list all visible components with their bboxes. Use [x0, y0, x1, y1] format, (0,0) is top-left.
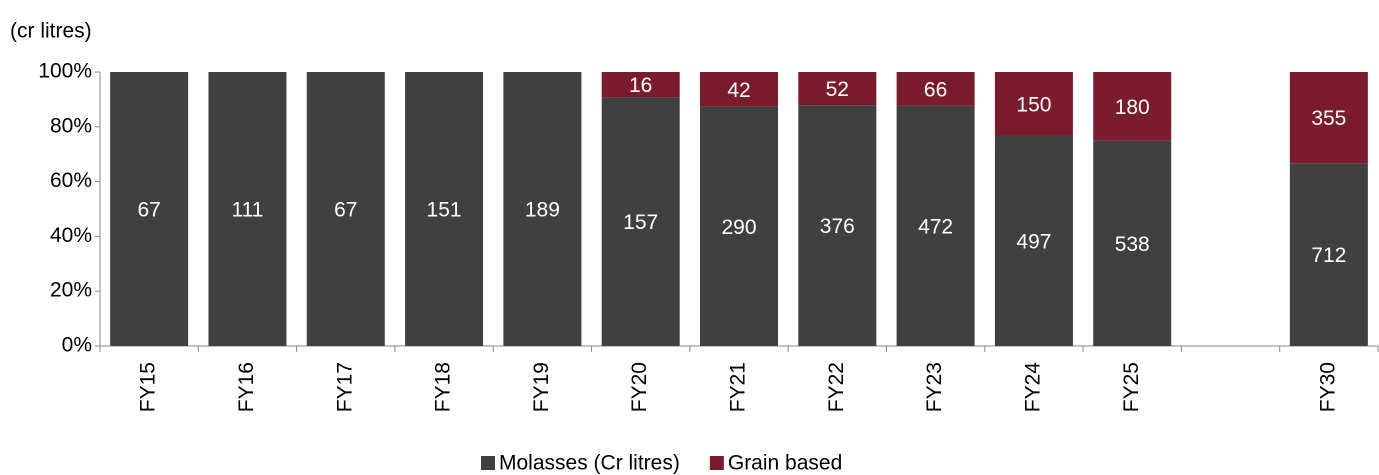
- bar-segment: [208, 72, 287, 346]
- data-label: 157: [623, 211, 658, 234]
- x-tick-label: FY16: [235, 362, 258, 412]
- bar-segment: [1093, 72, 1172, 141]
- x-tick-label: FY30: [1316, 362, 1339, 412]
- bar-segment: [994, 135, 1073, 346]
- data-label: 355: [1311, 107, 1346, 130]
- bar-segment: [798, 105, 877, 346]
- data-label: 42: [727, 79, 750, 102]
- axis-label: (cr litres): [10, 20, 92, 43]
- legend-swatch: [709, 456, 724, 470]
- data-label: 497: [1016, 230, 1051, 253]
- bar-segment: [1289, 72, 1368, 164]
- legend-label: Grain based: [728, 452, 842, 475]
- legend-label: Molasses (Cr litres): [499, 452, 680, 475]
- data-label: 376: [820, 215, 855, 238]
- y-tick-label: 60%: [50, 169, 92, 192]
- y-tick-label: 100%: [38, 60, 92, 83]
- x-tick-label: FY15: [137, 362, 160, 412]
- data-label: 16: [629, 74, 652, 97]
- x-tick-label: FY17: [333, 362, 356, 412]
- data-label: 180: [1115, 96, 1150, 119]
- x-tick-label: FY21: [727, 362, 750, 412]
- x-tick-label: FY22: [825, 362, 848, 412]
- data-label: 52: [826, 78, 849, 101]
- x-tick-label: FY24: [1021, 362, 1044, 413]
- y-tick-label: 0%: [62, 334, 92, 357]
- bar-segment: [1093, 140, 1172, 346]
- x-tick-label: FY23: [923, 362, 946, 412]
- bar-segment: [798, 72, 877, 106]
- bar-segment: [110, 72, 189, 346]
- bar-segment: [306, 72, 385, 346]
- data-label: 538: [1115, 233, 1150, 256]
- bar-segment: [896, 72, 975, 106]
- bar-segment: [896, 105, 975, 347]
- x-tick-label: FY25: [1120, 362, 1143, 412]
- data-label: 290: [721, 216, 756, 239]
- data-label: 151: [427, 199, 462, 222]
- bar-segment: [601, 97, 680, 347]
- y-tick-label: 20%: [50, 279, 92, 302]
- data-label: 111: [232, 199, 264, 222]
- bar-segment: [503, 72, 582, 346]
- data-label: 712: [1311, 244, 1346, 267]
- data-label: 472: [918, 215, 953, 238]
- data-label: 66: [924, 78, 947, 101]
- data-label: 67: [137, 199, 160, 222]
- y-tick-label: 80%: [50, 114, 92, 137]
- x-tick-label: FY19: [530, 362, 553, 412]
- data-label: 67: [334, 199, 357, 222]
- x-tick-label: FY18: [432, 362, 455, 412]
- y-tick-label: 40%: [50, 224, 92, 247]
- data-label: 150: [1016, 93, 1051, 116]
- bar-segment: [601, 72, 680, 98]
- bar-segment: [994, 72, 1073, 136]
- data-label: 189: [525, 199, 560, 222]
- legend-swatch: [481, 456, 495, 470]
- x-tick-label: FY20: [628, 362, 651, 412]
- bar-segment: [700, 72, 778, 107]
- bar-segment: [1289, 163, 1368, 346]
- bar-segment: [700, 106, 778, 346]
- bar-segment: [405, 72, 484, 346]
